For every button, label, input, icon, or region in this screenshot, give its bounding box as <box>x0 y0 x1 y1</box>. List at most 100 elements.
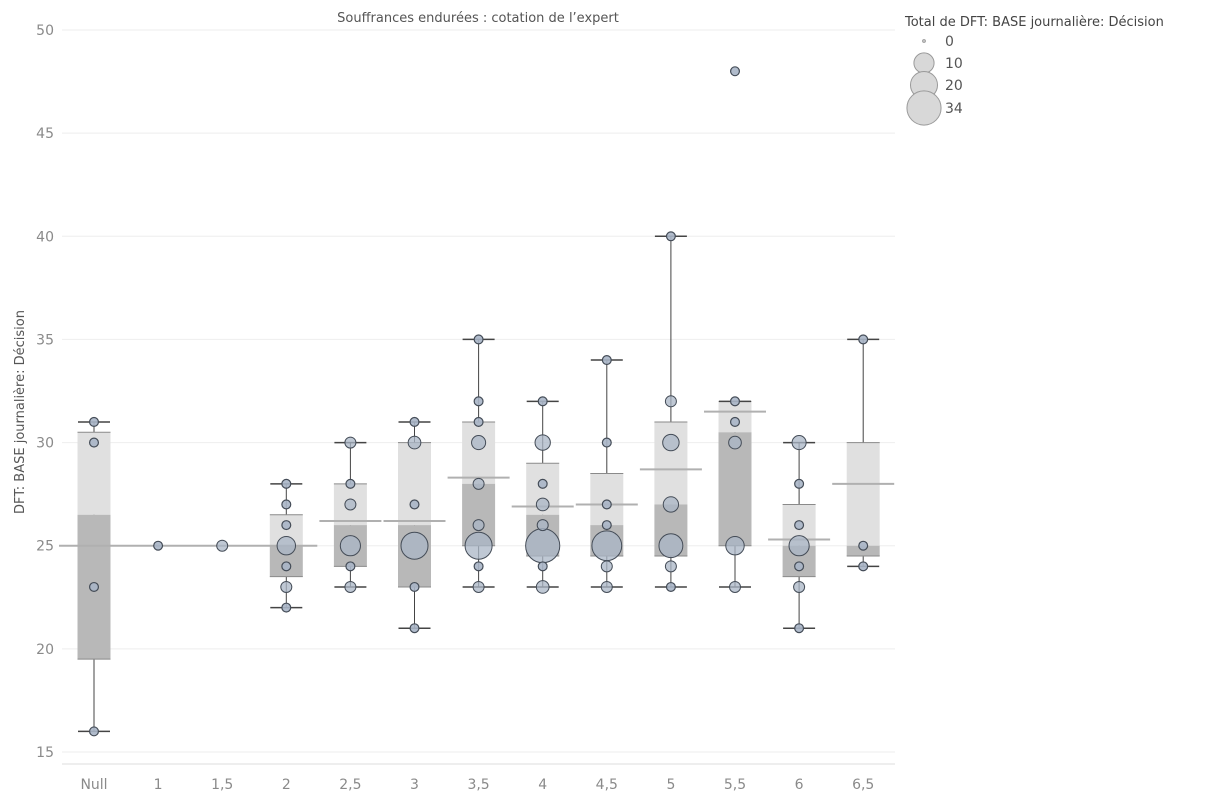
data-point <box>400 531 429 560</box>
y-tick-label: 50 <box>36 23 54 39</box>
data-point <box>791 435 807 451</box>
x-tick-label: 6,5 <box>852 777 874 793</box>
data-point <box>525 528 561 564</box>
box-upper <box>590 473 624 526</box>
data-point <box>471 435 487 451</box>
legend-size-label: 0 <box>945 34 954 50</box>
data-point <box>794 623 805 634</box>
data-point <box>409 499 420 510</box>
data-point <box>345 478 356 489</box>
data-point <box>665 581 676 592</box>
data-point <box>728 580 742 593</box>
y-tick-label: 30 <box>36 436 54 452</box>
y-axis: 15 20 25 30 35 40 45 50 <box>36 23 895 765</box>
chart-title: Souffrances endurées : cotation de l’exp… <box>337 11 619 26</box>
data-point <box>858 561 869 572</box>
data-point <box>536 519 549 532</box>
box-lower <box>846 545 880 557</box>
box-upper <box>462 421 496 484</box>
legend-size-label: 10 <box>945 56 963 72</box>
x-tick-label: 5 <box>666 777 675 793</box>
y-tick-label: 40 <box>36 229 54 245</box>
data-point <box>794 520 805 531</box>
data-point <box>409 581 420 592</box>
data-point <box>276 536 297 556</box>
data-point <box>728 435 742 450</box>
data-point <box>88 437 100 448</box>
data-point <box>534 434 551 451</box>
data-point <box>537 478 548 489</box>
data-point <box>281 561 292 572</box>
data-point <box>858 540 869 551</box>
data-point <box>344 498 357 511</box>
y-tick-label: 15 <box>36 745 54 761</box>
data-point <box>591 530 623 562</box>
x-tick-label: 2 <box>282 777 291 793</box>
data-point <box>344 436 357 449</box>
data-point <box>788 535 810 557</box>
data-point <box>344 580 357 593</box>
data-point <box>281 520 292 531</box>
legend-size-marker <box>906 90 942 126</box>
legend-size-marker <box>913 52 935 74</box>
data-point <box>729 416 741 427</box>
legend-size-label: 34 <box>945 101 963 117</box>
x-tick-label: 3,5 <box>467 777 489 793</box>
data-point <box>664 395 677 408</box>
data-point <box>662 433 680 452</box>
data-point <box>858 334 869 345</box>
data-point <box>601 355 612 366</box>
data-point <box>473 561 484 572</box>
data-point <box>729 396 741 407</box>
legend-size-label: 20 <box>945 78 963 94</box>
data-point <box>664 560 677 573</box>
box-upper <box>846 442 880 546</box>
x-tick-label: 1,5 <box>211 777 233 793</box>
x-tick-label: 1 <box>154 777 163 793</box>
y-tick-label: 35 <box>36 332 54 348</box>
data-point <box>409 416 420 427</box>
box-lower <box>718 432 752 546</box>
data-point <box>339 535 361 557</box>
data-point <box>600 580 613 593</box>
data-point <box>662 496 680 513</box>
box-upper <box>718 401 752 433</box>
x-tick-label: 2,5 <box>339 777 361 793</box>
data-point <box>601 520 612 531</box>
data-point <box>794 478 805 489</box>
data-point <box>153 540 164 551</box>
data-point <box>281 602 292 613</box>
legend-size-marker <box>922 39 926 43</box>
data-point <box>409 623 420 634</box>
x-tick-label: 3 <box>410 777 419 793</box>
data-point <box>88 416 100 427</box>
x-tick-label: 6 <box>795 777 804 793</box>
data-point <box>280 580 293 593</box>
data-point <box>473 396 484 407</box>
y-tick-label: 25 <box>36 539 54 555</box>
size-legend: Total de DFT: BASE journalière: Décision… <box>904 15 1164 126</box>
legend-title: Total de DFT: BASE journalière: Décision <box>904 15 1164 30</box>
x-tick-label: 4,5 <box>596 777 618 793</box>
x-tick-label: Null <box>80 777 107 793</box>
y-tick-label: 20 <box>36 642 54 658</box>
data-point <box>472 519 485 532</box>
data-point <box>537 396 548 407</box>
data-point <box>535 497 550 512</box>
data-point <box>345 561 356 572</box>
data-point <box>658 533 684 559</box>
data-point <box>216 539 229 552</box>
y-axis-title: DFT: BASE journalière: Décision <box>13 310 28 514</box>
data-point <box>601 437 612 448</box>
data-point <box>472 477 485 490</box>
x-tick-label: 5,5 <box>724 777 746 793</box>
data-point <box>794 561 805 572</box>
data-point <box>407 435 422 450</box>
data-point <box>793 580 806 593</box>
y-tick-label: 45 <box>36 126 54 142</box>
x-axis: Null 1 1,5 2 2,5 3 3,5 4 4,5 5 5,5 6 6,5 <box>80 777 874 793</box>
data-point <box>281 478 292 489</box>
data-point <box>473 334 484 345</box>
x-tick-label: 4 <box>538 777 547 793</box>
